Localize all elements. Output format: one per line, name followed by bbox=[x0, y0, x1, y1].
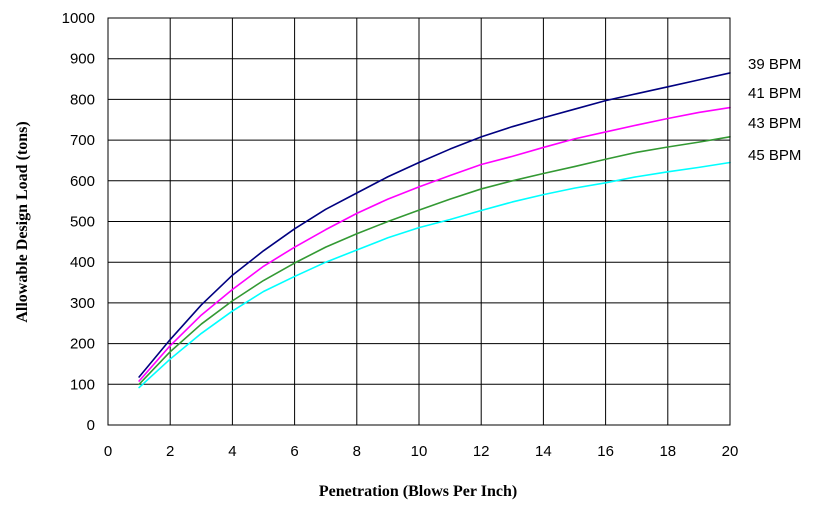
x-tick-label: 6 bbox=[290, 443, 298, 460]
x-tick-labels: 0 2 4 6 8 10 12 14 16 18 20 bbox=[104, 443, 739, 460]
x-tick-label: 8 bbox=[353, 443, 361, 460]
y-tick-label: 100 bbox=[70, 376, 95, 393]
series-line-45-bpm bbox=[138, 161, 731, 389]
y-tick-label: 500 bbox=[70, 214, 95, 231]
series-lines bbox=[138, 72, 731, 389]
series-label: 39 BPM bbox=[748, 56, 801, 73]
y-tick-label: 1000 bbox=[62, 10, 95, 27]
x-tick-label: 4 bbox=[228, 443, 236, 460]
x-tick-label: 12 bbox=[473, 443, 490, 460]
x-tick-label: 10 bbox=[411, 443, 428, 460]
x-tick-label: 14 bbox=[535, 443, 552, 460]
y-tick-label: 800 bbox=[70, 91, 95, 108]
x-tick-label: 0 bbox=[104, 443, 112, 460]
series-end-labels: 39 BPM 41 BPM 43 BPM 45 BPM bbox=[748, 56, 801, 164]
y-tick-label: 900 bbox=[70, 51, 95, 68]
x-tick-label: 20 bbox=[722, 443, 739, 460]
plot-area-frame bbox=[107, 17, 731, 426]
y-tick-label: 300 bbox=[70, 295, 95, 312]
series-label: 45 BPM bbox=[748, 147, 801, 164]
x-axis-title: Penetration (Blows Per Inch) bbox=[319, 483, 517, 500]
series-label: 41 BPM bbox=[748, 85, 801, 102]
y-tick-labels: 0 100 200 300 400 500 600 700 800 900 1000 bbox=[62, 10, 95, 434]
y-tick-label: 0 bbox=[87, 417, 95, 434]
x-tick-label: 18 bbox=[659, 443, 676, 460]
y-tick-label: 400 bbox=[70, 254, 95, 271]
x-tick-label: 2 bbox=[166, 443, 174, 460]
series-line-39-bpm bbox=[138, 72, 731, 378]
y-tick-label: 200 bbox=[70, 336, 95, 353]
series-label: 43 BPM bbox=[748, 115, 801, 132]
gridlines bbox=[107, 17, 731, 426]
x-tick-label: 16 bbox=[597, 443, 614, 460]
series-line-43-bpm bbox=[138, 136, 731, 386]
y-axis-title: Allowable Design Load (tons) bbox=[14, 121, 31, 322]
y-tick-label: 600 bbox=[70, 173, 95, 190]
y-tick-label: 700 bbox=[70, 132, 95, 149]
series-line-41-bpm bbox=[138, 106, 731, 382]
